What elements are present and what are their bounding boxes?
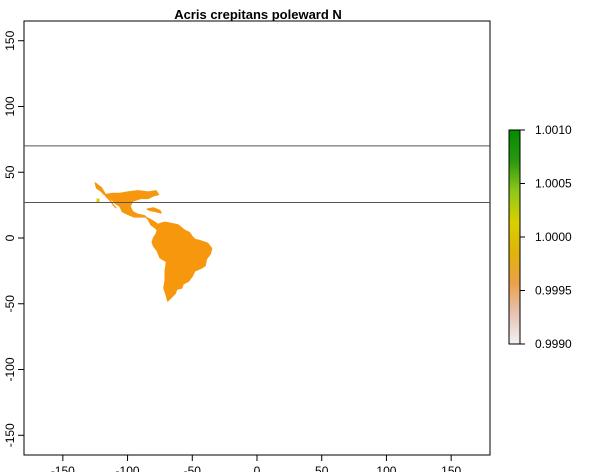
x-tick-label: -150 bbox=[51, 464, 75, 472]
range-region-1 bbox=[104, 195, 117, 209]
y-tick-label: 50 bbox=[3, 165, 17, 179]
range-cell-yellow bbox=[96, 198, 100, 203]
plot-frame bbox=[23, 20, 491, 456]
y-tick-label: 150 bbox=[3, 30, 17, 50]
x-tick-label: -100 bbox=[116, 464, 140, 472]
latitude-lines bbox=[24, 145, 490, 203]
x-axis: -150 -100 -50 0 50 100 150 bbox=[51, 455, 461, 472]
colorbar-gradient bbox=[508, 129, 521, 345]
range-region-2 bbox=[146, 207, 162, 214]
y-axis: -150 -100 -50 0 50 100 150 bbox=[3, 30, 24, 447]
colorbar-tick-label: 1.0010 bbox=[535, 123, 572, 137]
x-tick-label: 50 bbox=[315, 464, 329, 472]
y-tick-label: 100 bbox=[3, 96, 17, 116]
colorbar-tick-label: 1.0005 bbox=[535, 177, 572, 191]
y-tick-label: -100 bbox=[3, 357, 17, 381]
colorbar-tick-label: 0.9990 bbox=[535, 337, 572, 351]
y-tick-label: -50 bbox=[3, 295, 17, 313]
range-region-0 bbox=[94, 182, 160, 229]
region-cells bbox=[94, 182, 213, 302]
colorbar-tick-label: 0.9995 bbox=[535, 284, 572, 298]
chart-title: Acris crepitans poleward N bbox=[174, 7, 342, 22]
x-tick-label: 100 bbox=[376, 464, 396, 472]
y-tick-label: 0 bbox=[3, 234, 17, 241]
colorbar-tick-label: 1.0000 bbox=[535, 230, 572, 244]
colorbar-legend: 1.0010 1.0005 1.0000 0.9995 0.9990 bbox=[508, 123, 572, 351]
x-tick-label: 150 bbox=[441, 464, 461, 472]
plot-area bbox=[23, 20, 491, 456]
x-tick-label: -50 bbox=[184, 464, 202, 472]
x-tick-label: 0 bbox=[254, 464, 261, 472]
range-region-3 bbox=[151, 221, 213, 302]
colorbar-ticks: 1.0010 1.0005 1.0000 0.9995 0.9990 bbox=[520, 123, 572, 351]
y-tick-label: -150 bbox=[3, 423, 17, 447]
